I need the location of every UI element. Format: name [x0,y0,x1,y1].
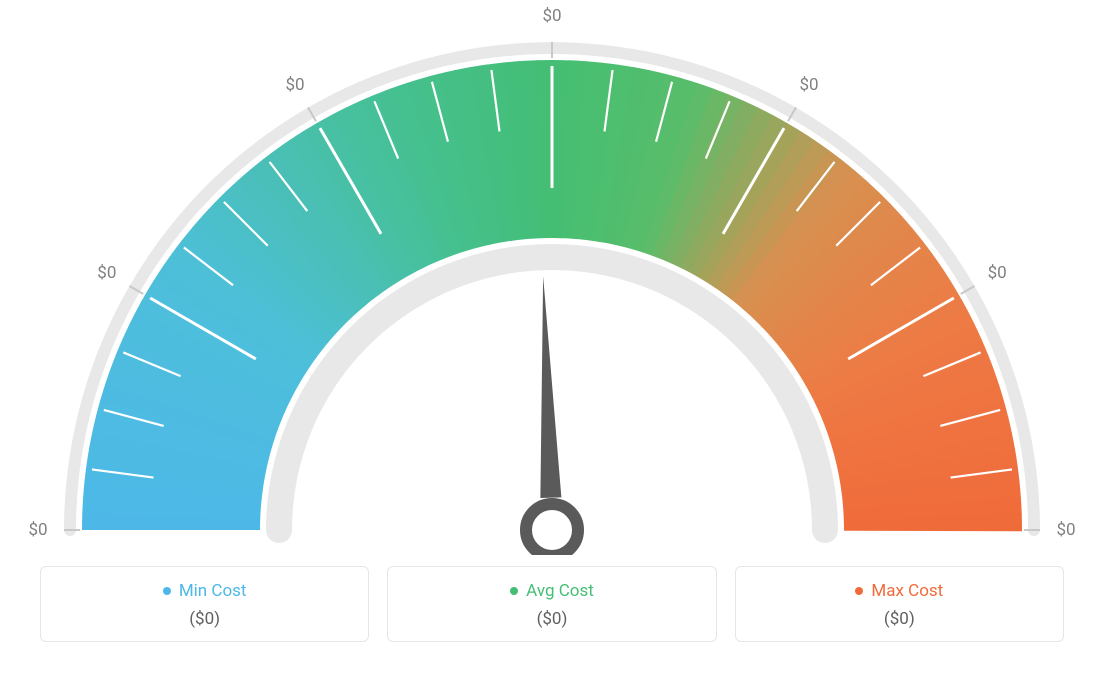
legend-card-min: Min Cost ($0) [40,566,369,642]
legend-label: Avg Cost [526,581,594,601]
legend-label: Min Cost [179,581,247,601]
tick-label: $0 [285,75,304,95]
needle-hub [526,504,578,555]
gauge-chart-container: $0$0$0$0$0$0$0 Min Cost($0)Avg Cost($0)M… [0,0,1104,690]
legend-dot-icon [510,587,518,595]
legend-title-row: Max Cost [746,581,1053,601]
tick-label: $0 [97,263,116,283]
legend-title-row: Avg Cost [398,581,705,601]
tick-label: $0 [1056,520,1075,540]
tick-label: $0 [28,520,47,540]
legend-value: ($0) [746,609,1053,629]
legend-dot-icon [163,587,171,595]
needle [540,276,561,498]
legend-title-row: Min Cost [51,581,358,601]
tick-label: $0 [542,6,561,26]
legend-value: ($0) [51,609,358,629]
legend-row: Min Cost ($0) Avg Cost ($0) Max Cost ($0) [40,566,1064,642]
gauge-area: $0 $0 $0 $0 $0 $0 $0 [0,0,1104,555]
legend-label: Max Cost [871,581,943,601]
gauge-svg [0,0,1104,555]
tick-label: $0 [988,263,1007,283]
tick-label: $0 [799,75,818,95]
legend-value: ($0) [398,609,705,629]
legend-card-avg: Avg Cost ($0) [387,566,716,642]
legend-dot-icon [855,587,863,595]
legend-card-max: Max Cost ($0) [735,566,1064,642]
